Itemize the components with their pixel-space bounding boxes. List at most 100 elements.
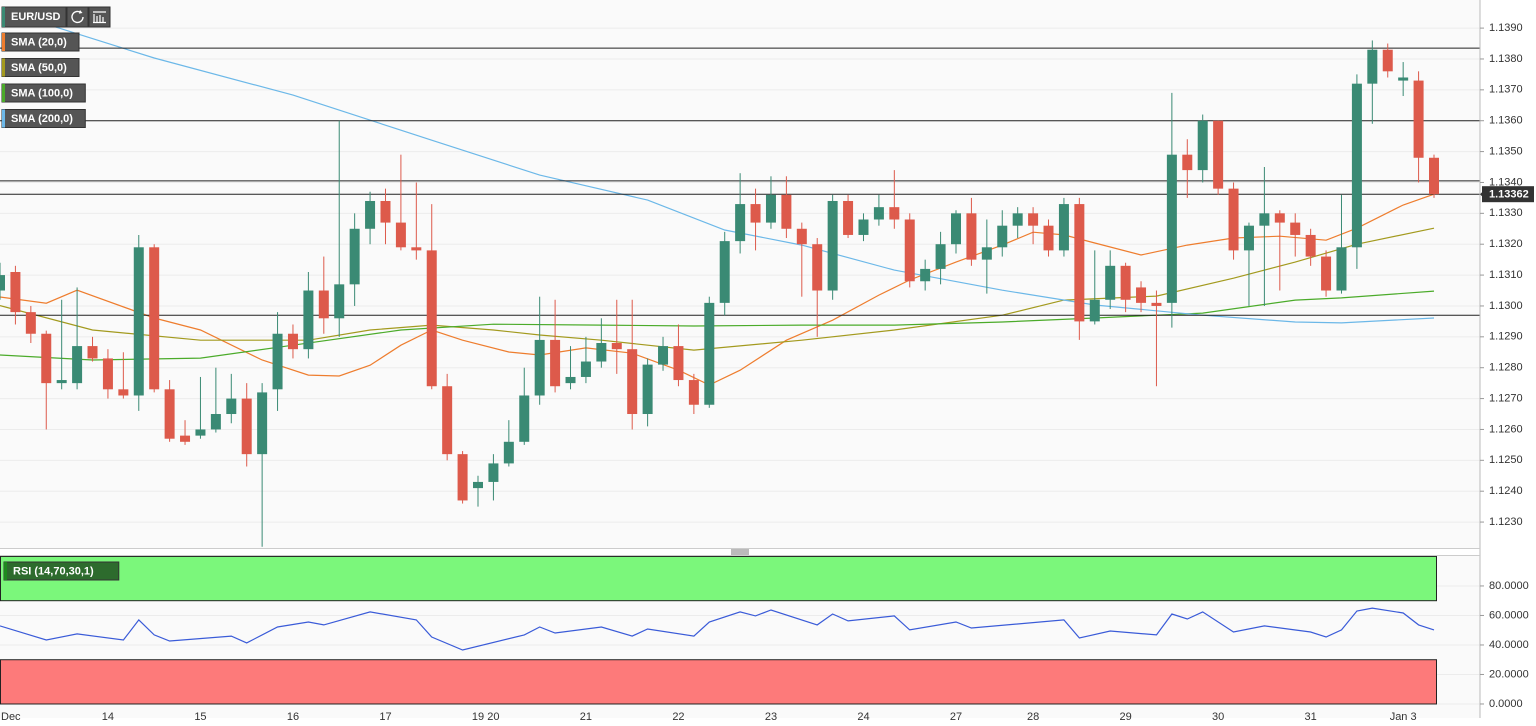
x-tick-label: 24 (857, 711, 869, 723)
y-tick-label: 1.1280 (1489, 362, 1523, 374)
x-tick-label: 14 (102, 711, 114, 723)
y-tick-label: 1.1270 (1489, 392, 1523, 404)
candle-body (164, 389, 175, 439)
x-tick-label: 27 (950, 711, 962, 723)
candle-body (1290, 222, 1301, 235)
layers (0, 23, 1480, 705)
x-tick-label: 21 (580, 711, 592, 723)
candle-body (642, 364, 653, 415)
candle-body (1120, 265, 1131, 300)
candle-body (565, 376, 576, 384)
candle-body (241, 398, 252, 455)
candle-body (1382, 49, 1393, 72)
legend-label: SMA (100,0) (11, 87, 73, 99)
candle-body (503, 441, 514, 464)
candle-body (873, 207, 884, 220)
candle-body (1074, 204, 1085, 322)
candle-body (442, 386, 453, 455)
candle-body (1028, 213, 1039, 226)
candle-body (534, 339, 545, 396)
candle-body (0, 275, 5, 291)
candle-body (935, 244, 946, 269)
x-tick-label: 15 (194, 711, 206, 723)
settings-icon (93, 11, 106, 24)
x-tick-label: 30 (1212, 711, 1224, 723)
x-tick-label: 23 (765, 711, 777, 723)
x-tick-label: Jan 3 (1390, 711, 1417, 723)
candle-body (426, 250, 437, 387)
candle-body (195, 429, 206, 436)
candle-body (318, 290, 329, 319)
candle-body (658, 346, 669, 365)
candle-body (1058, 204, 1069, 251)
candle-body (1429, 157, 1439, 195)
candle-body (25, 312, 36, 334)
x-tick-label: 29 (1119, 711, 1131, 723)
legend-label: RSI (14,70,30,1) (13, 565, 94, 577)
candle-body (10, 271, 21, 313)
refresh-arrow (78, 10, 83, 14)
candle-body (72, 346, 83, 384)
candle-body (1321, 256, 1332, 291)
candle-body (349, 228, 360, 285)
x-tick-label: 20 (487, 711, 499, 723)
refresh-button[interactable] (66, 6, 89, 28)
candle-body (688, 380, 699, 405)
refresh-icon (71, 10, 84, 24)
candle-body (226, 398, 237, 415)
candle-body (781, 194, 792, 229)
candle-body (1228, 188, 1239, 251)
y-tick-label: 1.1340 (1489, 176, 1523, 188)
indicator-line (0, 227, 1435, 351)
candle-body (719, 241, 730, 303)
y-tick-label: 1.1370 (1489, 84, 1523, 96)
candle-body (1259, 213, 1270, 226)
candle-body (812, 244, 823, 291)
x-tick-label: Dec (1, 711, 21, 723)
legend-item: SMA (100,0) (1, 83, 86, 103)
candle-body (56, 380, 67, 384)
toolbar: EUR/USD (1, 6, 111, 28)
price-pane (0, 0, 1480, 548)
candle-body (102, 358, 113, 390)
y-tick-label: 1.1320 (1489, 238, 1523, 250)
candle-body (133, 247, 144, 396)
last-price-pointer (1480, 188, 1486, 201)
last-price-box (1482, 186, 1534, 203)
candle-body (1305, 234, 1316, 257)
candle-body (380, 200, 391, 223)
candle-body (411, 247, 422, 251)
candle-body (796, 228, 807, 245)
price-plot (0, 23, 1480, 547)
candle-body (519, 395, 530, 442)
x-tick-label: 28 (1027, 711, 1039, 723)
legend-label: SMA (200,0) (11, 113, 73, 125)
y-tick-label: 1.1360 (1489, 115, 1523, 127)
y-tick-label: 1.1330 (1489, 207, 1523, 219)
y-tick-label: 1.1350 (1489, 145, 1523, 157)
candle-body (395, 222, 406, 248)
y-tick-label: 80.0000 (1489, 580, 1529, 592)
candle-body (1398, 77, 1409, 81)
legend-swatch (2, 109, 5, 128)
candle-body (966, 213, 977, 260)
candle-body (550, 339, 561, 387)
candle-body (1336, 247, 1347, 291)
candle-body (981, 247, 992, 260)
legend-swatch (2, 84, 5, 102)
candle-body (1197, 120, 1208, 171)
divider-grip[interactable] (731, 549, 749, 555)
candle-body (904, 219, 915, 282)
x-tick-label: 17 (379, 711, 391, 723)
candle-body (997, 225, 1008, 248)
candle-body (1136, 287, 1147, 303)
candle-body (596, 343, 607, 362)
candle-body (858, 219, 869, 235)
legend-label: SMA (20,0) (11, 36, 67, 48)
rsi-plot (0, 556, 1480, 705)
y-tick-label: 1.1300 (1489, 300, 1523, 312)
candle-body (1012, 213, 1023, 226)
candle-body (1213, 120, 1224, 189)
candle-body (272, 333, 283, 390)
indicator-line (0, 193, 1435, 386)
